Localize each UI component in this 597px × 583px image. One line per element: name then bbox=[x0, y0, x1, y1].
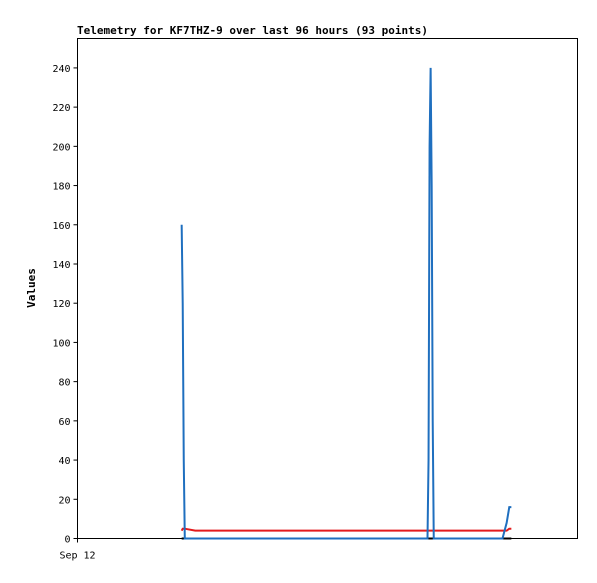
y-tick-label: 180 bbox=[52, 182, 70, 193]
series-line bbox=[180, 527, 512, 532]
plot-frame bbox=[77, 38, 578, 539]
series-line bbox=[180, 67, 512, 540]
y-tick-label: 100 bbox=[52, 338, 70, 349]
y-tick-label: 40 bbox=[58, 456, 70, 467]
y-tick-label: 200 bbox=[52, 142, 70, 153]
y-tick-label: 120 bbox=[52, 299, 70, 310]
y-tick-label: 240 bbox=[52, 64, 70, 75]
chart-title: Telemetry for KF7THZ-9 over last 96 hour… bbox=[77, 24, 428, 37]
y-tick-label: 160 bbox=[52, 221, 70, 232]
y-tick-label: 0 bbox=[64, 535, 70, 546]
y-tick-label: 140 bbox=[52, 260, 70, 271]
y-tick-label: 220 bbox=[52, 103, 70, 114]
y-axis-label: Values bbox=[25, 268, 38, 308]
y-tick-label: 20 bbox=[58, 495, 70, 506]
y-tick-label: 80 bbox=[58, 378, 70, 389]
y-tick-label: 60 bbox=[58, 417, 70, 428]
x-tick-label: Sep 12 bbox=[59, 551, 95, 562]
